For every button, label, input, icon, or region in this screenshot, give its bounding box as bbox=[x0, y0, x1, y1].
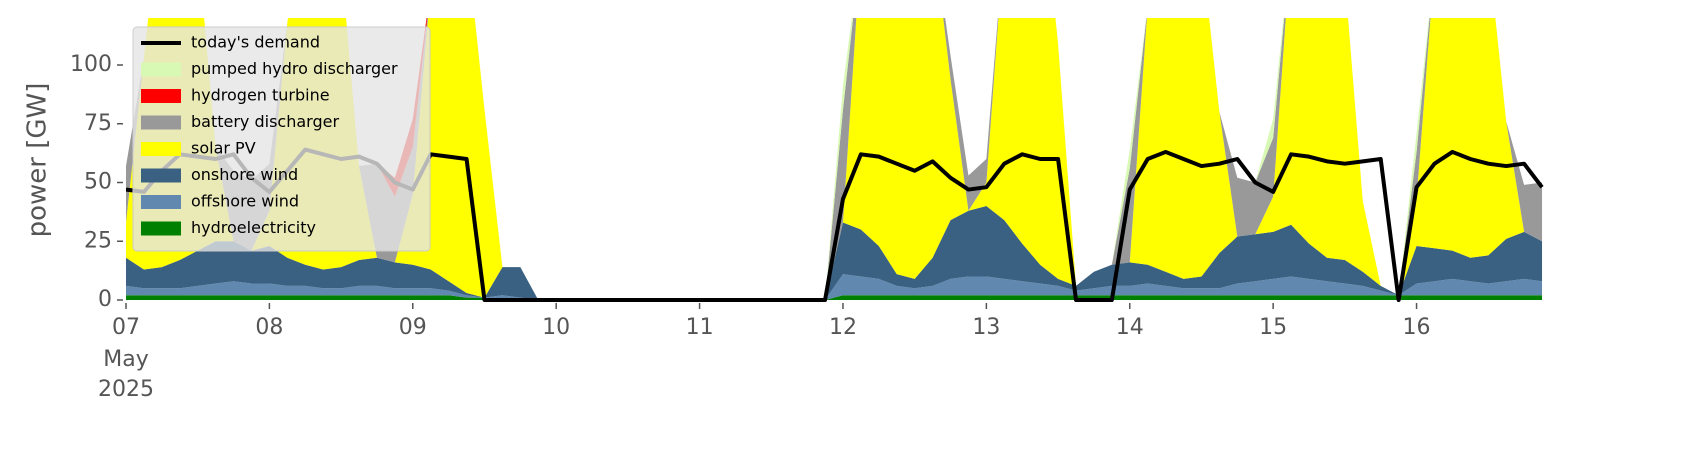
y-tick-label: 50 bbox=[84, 170, 112, 195]
area bbox=[126, 274, 1543, 300]
area bbox=[126, 18, 1543, 300]
legend-swatch bbox=[141, 89, 181, 103]
legend-label: offshore wind bbox=[191, 192, 299, 211]
y-tick-label: 100 bbox=[70, 52, 112, 77]
legend-label: hydrogen turbine bbox=[191, 86, 330, 105]
x-tick-label: 16 bbox=[1403, 315, 1431, 340]
x-tick-label: 11 bbox=[686, 315, 714, 340]
x-tick-label: 15 bbox=[1259, 315, 1287, 340]
y-tick-label: 75 bbox=[84, 111, 112, 136]
legend-label: onshore wind bbox=[191, 165, 298, 184]
x-tick-label: 12 bbox=[829, 315, 857, 340]
x-month-label: May bbox=[103, 347, 148, 372]
legend-label: hydroelectricity bbox=[191, 218, 316, 237]
legend-label: today's demand bbox=[191, 33, 320, 52]
y-tick-label: 0 bbox=[98, 287, 112, 312]
legend-label: solar PV bbox=[191, 139, 256, 158]
legend-swatch bbox=[141, 142, 181, 156]
axes: 0 25 50 75 100 07 08 09 10 11 12 13 14 15 16 bbox=[70, 52, 1431, 340]
legend-swatch bbox=[141, 195, 181, 209]
x-tick-label: 14 bbox=[1116, 315, 1144, 340]
x-tick-label: 10 bbox=[542, 315, 570, 340]
y-axis-label: power [GW] bbox=[23, 83, 53, 238]
x-tick-label: 07 bbox=[112, 315, 140, 340]
legend-box bbox=[132, 26, 431, 252]
area bbox=[126, 295, 1543, 300]
x-tick-label: 08 bbox=[255, 315, 283, 340]
legend-swatch bbox=[141, 221, 181, 236]
legend-swatch bbox=[141, 115, 181, 130]
x-year-label: 2025 bbox=[98, 377, 154, 402]
y-tick-label: 25 bbox=[84, 228, 112, 253]
legend-swatch bbox=[141, 168, 181, 183]
x-tick-label: 13 bbox=[972, 315, 1000, 340]
x-tick-label: 09 bbox=[399, 315, 427, 340]
legend-label: battery discharger bbox=[191, 112, 339, 131]
legend: today's demand pumped hydro discharger hyd… bbox=[132, 26, 431, 252]
legend-swatch bbox=[141, 62, 181, 77]
legend-label: pumped hydro discharger bbox=[191, 59, 398, 78]
